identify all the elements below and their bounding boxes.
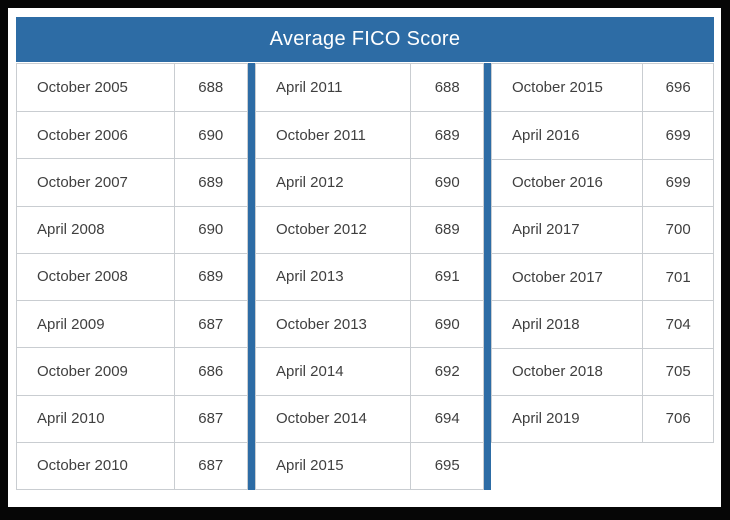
score-cell: 688 xyxy=(434,79,460,97)
date-cell: October 2017 xyxy=(492,254,644,301)
date-cell: October 2012 xyxy=(256,206,412,253)
score-cell: 689 xyxy=(198,174,224,192)
table-row: October 2015 696 xyxy=(492,64,713,112)
table-row: October 2006 690 xyxy=(17,111,247,159)
score-cell: 705 xyxy=(665,363,691,381)
date-cell: April 2015 xyxy=(256,442,412,489)
score-cell: 699 xyxy=(665,174,691,192)
score-cell: 692 xyxy=(434,362,460,380)
table-row: October 2010 687 xyxy=(17,441,247,489)
fico-score-table: October 2005 688 October 2006 690 October 20… xyxy=(16,63,714,490)
table-column-group-1: October 2005 688 October 2006 690 October 20… xyxy=(16,63,248,490)
table-row: October 2017 701 xyxy=(492,253,713,301)
score-cell: 696 xyxy=(665,79,691,97)
date-cell: April 2017 xyxy=(492,206,644,253)
score-cell: 694 xyxy=(434,410,460,428)
table-row: October 2011 689 xyxy=(256,111,483,159)
score-cell: 689 xyxy=(198,268,224,286)
score-cell: 688 xyxy=(198,79,224,97)
score-cell: 686 xyxy=(198,362,224,380)
date-cell: April 2011 xyxy=(256,64,412,112)
score-cell: 690 xyxy=(434,315,460,333)
table-row: April 2013 691 xyxy=(256,252,483,301)
score-cell: 690 xyxy=(434,174,460,192)
date-cell: October 2013 xyxy=(256,301,412,348)
table-row: October 2008 689 xyxy=(17,252,247,301)
table-column-group-2: April 2011 688 October 2011 689 April 2012 69… xyxy=(255,63,484,490)
score-cell: 687 xyxy=(198,315,224,333)
date-cell: October 2005 xyxy=(17,64,175,112)
score-cell: 704 xyxy=(665,315,691,333)
score-cell: 689 xyxy=(434,126,460,144)
table-row: October 2009 686 xyxy=(17,347,247,395)
table-row: October 2016 699 xyxy=(492,158,713,206)
score-cell: 706 xyxy=(665,410,691,428)
date-cell: April 2009 xyxy=(17,301,175,348)
date-cell: April 2014 xyxy=(256,348,412,395)
score-cell: 691 xyxy=(434,268,460,286)
group-divider xyxy=(248,63,255,490)
table-row: April 2014 692 xyxy=(256,347,483,395)
table-row: April 2015 695 xyxy=(256,441,483,489)
score-cell: 687 xyxy=(198,410,224,428)
date-cell: October 2015 xyxy=(492,64,644,112)
group-divider xyxy=(484,63,491,490)
score-cell: 689 xyxy=(434,221,460,239)
date-cell: October 2014 xyxy=(256,395,412,442)
date-cell: April 2016 xyxy=(492,112,644,159)
date-cell: October 2010 xyxy=(17,442,175,489)
table-column-group-3: October 2015 696 April 2016 699 October 2016… xyxy=(491,63,714,443)
date-cell: April 2008 xyxy=(17,206,175,253)
table-row: April 2008 690 xyxy=(17,205,247,253)
table-row: October 2012 689 xyxy=(256,205,483,253)
date-cell: October 2008 xyxy=(17,253,175,301)
score-cell: 695 xyxy=(434,457,460,475)
table-row: October 2005 688 xyxy=(17,64,247,112)
page-title: Average FICO Score xyxy=(16,17,714,62)
table-row: October 2007 689 xyxy=(17,158,247,206)
table-row: October 2014 694 xyxy=(256,394,483,442)
date-cell: October 2009 xyxy=(17,348,175,395)
table-row: April 2010 687 xyxy=(17,394,247,442)
date-cell: October 2016 xyxy=(492,159,644,206)
table-row: October 2018 705 xyxy=(492,347,713,395)
score-cell: 701 xyxy=(665,268,691,286)
table-row: October 2013 690 xyxy=(256,300,483,348)
table-row: April 2012 690 xyxy=(256,158,483,206)
table-row: April 2017 700 xyxy=(492,205,713,253)
score-cell: 690 xyxy=(198,126,224,144)
table-row: April 2019 706 xyxy=(492,394,713,442)
table-row: April 2011 688 xyxy=(256,64,483,112)
score-cell: 699 xyxy=(665,126,691,144)
table-row: April 2016 699 xyxy=(492,111,713,159)
table-row: April 2018 704 xyxy=(492,300,713,348)
date-cell: April 2018 xyxy=(492,301,644,348)
date-cell: April 2013 xyxy=(256,253,412,301)
date-cell: April 2010 xyxy=(17,395,175,442)
score-cell: 687 xyxy=(198,457,224,475)
date-cell: October 2006 xyxy=(17,112,175,159)
date-cell: April 2012 xyxy=(256,159,412,206)
date-cell: October 2011 xyxy=(256,112,412,159)
date-cell: October 2007 xyxy=(17,159,175,206)
date-cell: April 2019 xyxy=(492,395,644,442)
date-cell: October 2018 xyxy=(492,348,644,395)
score-cell: 700 xyxy=(665,221,691,239)
score-cell: 690 xyxy=(198,221,224,239)
table-row: April 2009 687 xyxy=(17,300,247,348)
